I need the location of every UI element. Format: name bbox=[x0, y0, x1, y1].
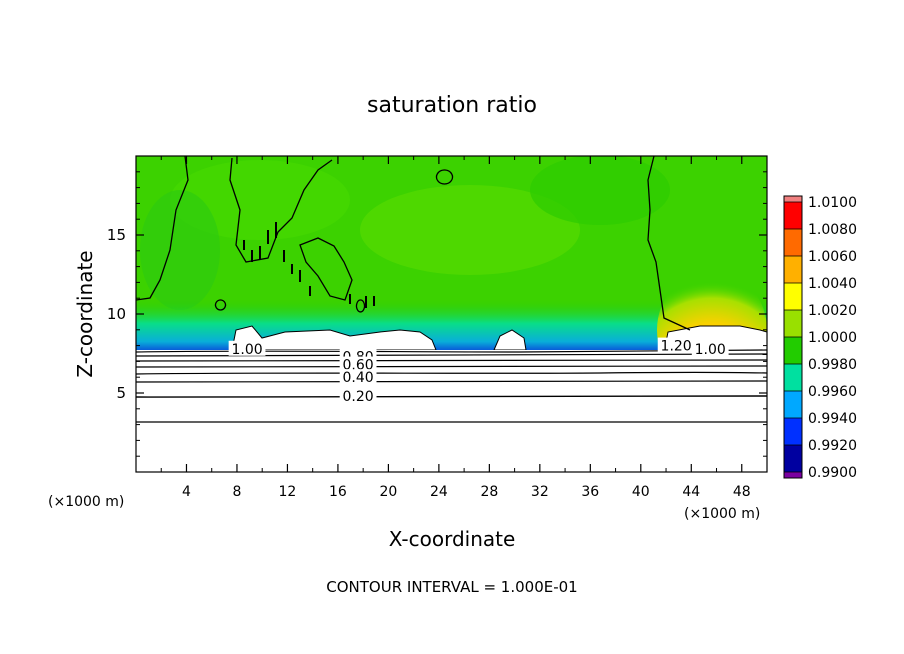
contour-line bbox=[136, 371, 767, 375]
colorbar-label: 1.0020 bbox=[808, 303, 857, 319]
dry-region bbox=[136, 350, 767, 472]
contour-line bbox=[136, 395, 767, 399]
colorbar-label: 1.0060 bbox=[808, 249, 857, 265]
x-tick-label: 20 bbox=[379, 484, 397, 500]
contour-label-bg bbox=[339, 369, 377, 385]
colorbar-swatch bbox=[784, 256, 802, 283]
contour-label: 1.20 bbox=[661, 339, 692, 355]
contour-line bbox=[229, 157, 333, 263]
contour-label-bg bbox=[657, 337, 695, 353]
contour-line bbox=[136, 380, 767, 383]
colorbar-label: 1.0040 bbox=[808, 276, 857, 292]
x-tick-label: 24 bbox=[430, 484, 448, 500]
colorbar-label: 0.9980 bbox=[808, 357, 857, 373]
contour-line bbox=[299, 237, 353, 301]
x-tick-label: 16 bbox=[329, 484, 347, 500]
contour-label: 1.00 bbox=[231, 342, 262, 358]
x-tick-label: 40 bbox=[632, 484, 650, 500]
contour-line bbox=[243, 222, 375, 308]
colorbar-swatch bbox=[784, 283, 802, 310]
contour-label: 0.20 bbox=[343, 389, 374, 405]
colorbar-swatch bbox=[784, 310, 802, 337]
colorbar-swatch bbox=[784, 445, 802, 472]
contour-line bbox=[647, 156, 691, 331]
colorbar-label: 0.9920 bbox=[808, 438, 857, 454]
colorbar-label: 1.0000 bbox=[808, 330, 857, 346]
contour-line bbox=[136, 365, 767, 368]
contour-line bbox=[435, 169, 454, 185]
contour-line bbox=[355, 299, 366, 313]
x-tick-label: 28 bbox=[480, 484, 498, 500]
colorbar-swatch bbox=[784, 202, 802, 229]
y-axis-ticks: 5 10 15 bbox=[107, 171, 767, 457]
contour-label-bg bbox=[228, 340, 266, 356]
contour-label-bg bbox=[691, 340, 729, 356]
colorbar-label: 0.9940 bbox=[808, 411, 857, 427]
contour-interval-note: CONTOUR INTERVAL = 1.000E-01 bbox=[326, 578, 577, 596]
contour-label-layer: 1.000.800.600.400.201.201.00 bbox=[228, 337, 729, 405]
x-tick-label: 44 bbox=[682, 484, 700, 500]
field-patch bbox=[360, 185, 580, 275]
x-unit-right: (×1000 m) bbox=[684, 506, 760, 522]
x-tick-label: 48 bbox=[733, 484, 751, 500]
x-tick-label: 12 bbox=[279, 484, 297, 500]
colorbar-label: 1.0080 bbox=[808, 222, 857, 238]
contour-line bbox=[136, 359, 767, 362]
colorbar-swatch bbox=[784, 337, 802, 364]
colorbar-label: 0.9960 bbox=[808, 384, 857, 400]
x-tick-label: 4 bbox=[182, 484, 191, 500]
y-tick-label: 10 bbox=[107, 305, 126, 323]
x-axis-label: X-coordinate bbox=[389, 527, 516, 551]
y-tick-label: 5 bbox=[116, 384, 126, 402]
colorbar-swatch bbox=[784, 196, 802, 202]
contour-line bbox=[214, 299, 227, 311]
x-axis-ticks: 4 8 12 16 20 24 28 32 36 40 44 48 bbox=[160, 156, 751, 500]
y-axis-label: Z-coordinate bbox=[73, 250, 97, 377]
x-tick-label: 32 bbox=[531, 484, 549, 500]
colorbar-swatch bbox=[784, 364, 802, 391]
colorbar-swatch bbox=[784, 391, 802, 418]
colorbar-swatch bbox=[784, 229, 802, 256]
colorbar: 1.0100 1.0080 1.0060 1.0040 1.0020 1.0000 0.99… bbox=[783, 195, 857, 481]
colorbar-label: 1.0100 bbox=[808, 195, 857, 211]
colorbar-swatch bbox=[784, 418, 802, 445]
colorbar-label: 0.9900 bbox=[808, 465, 857, 481]
contour-label: 0.40 bbox=[343, 370, 374, 386]
contour-label-bg bbox=[339, 388, 377, 404]
colorbar-swatch bbox=[784, 472, 802, 478]
contour-line bbox=[136, 156, 189, 301]
x-tick-label: 36 bbox=[581, 484, 599, 500]
contour-label-bg bbox=[339, 356, 377, 372]
cloud-patch bbox=[231, 325, 437, 351]
field-patch bbox=[140, 190, 220, 310]
y-tick-label: 15 bbox=[107, 226, 126, 244]
contour-label: 1.00 bbox=[695, 342, 726, 358]
chart-title: saturation ratio bbox=[367, 93, 537, 118]
plot-area bbox=[136, 156, 767, 472]
x-tick-label: 8 bbox=[232, 484, 241, 500]
field-patch bbox=[170, 160, 350, 240]
x-unit-left: (×1000 m) bbox=[48, 494, 124, 510]
field-patch bbox=[530, 156, 670, 225]
